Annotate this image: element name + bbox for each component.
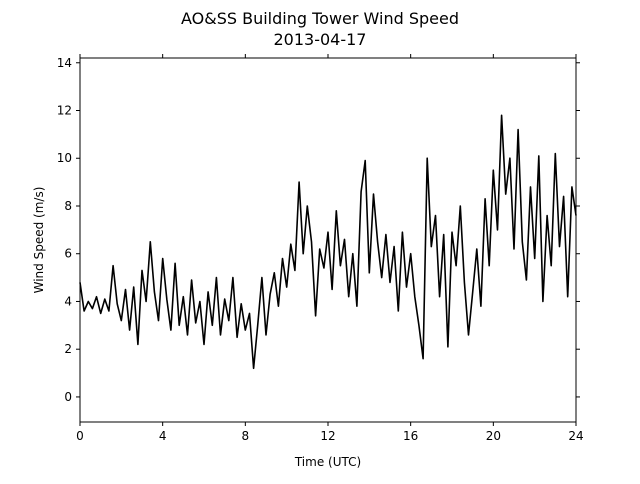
y-tick-label: 2 [64, 342, 72, 356]
y-tick-label: 8 [64, 199, 72, 213]
x-axis-label: Time (UTC) [294, 455, 361, 469]
y-tick-label: 6 [64, 247, 72, 261]
y-tick-label: 0 [64, 390, 72, 404]
data-line [79, 114, 577, 370]
x-tick-label: 12 [320, 429, 335, 443]
x-tick-label: 24 [568, 429, 583, 443]
y-tick-label: 4 [64, 294, 72, 308]
y-tick-label: 12 [57, 104, 72, 118]
plot-frame [79, 57, 577, 423]
x-tick-label: 0 [76, 429, 84, 443]
y-axis-label: Wind Speed (m/s) [32, 187, 46, 294]
chart-title: AO&SS Building Tower Wind Speed [181, 9, 459, 28]
y-tick-label: 14 [57, 56, 72, 70]
x-tick-label: 20 [486, 429, 501, 443]
x-tick-label: 16 [403, 429, 418, 443]
chart-subtitle: 2013-04-17 [274, 30, 367, 49]
x-tick-label: 4 [159, 429, 167, 443]
x-tick-label: 8 [242, 429, 250, 443]
y-tick-label: 10 [57, 151, 72, 165]
